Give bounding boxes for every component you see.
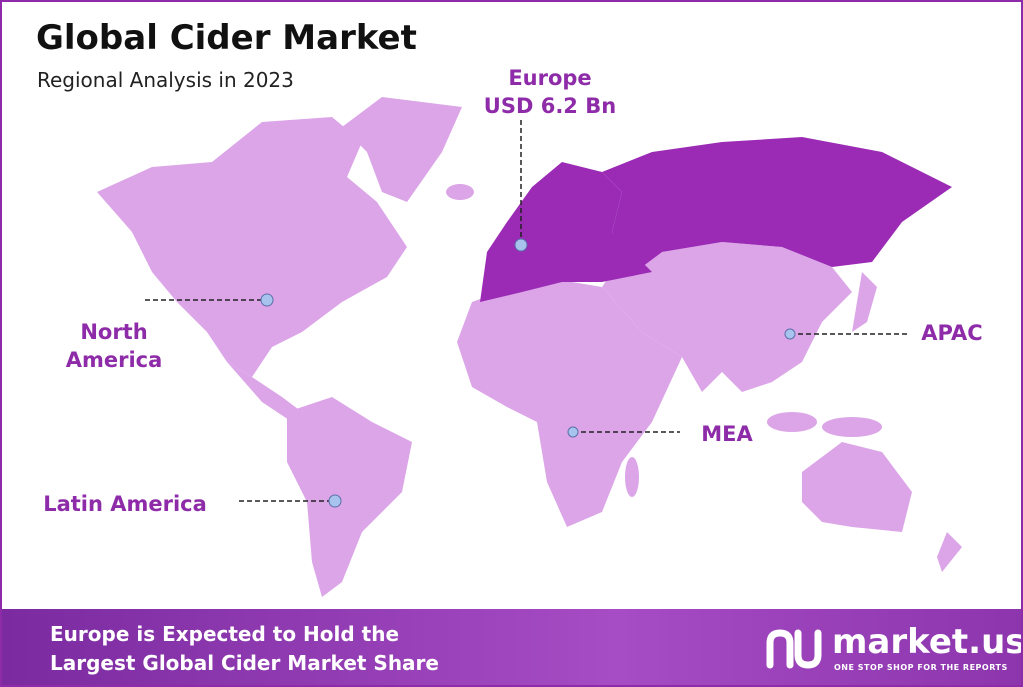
europe — [480, 162, 652, 302]
markers — [260, 238, 796, 508]
leader-lines — [145, 120, 907, 502]
region-label: Europe — [508, 66, 592, 90]
continents — [97, 97, 962, 597]
islands — [822, 417, 882, 437]
logo-text: market.us — [832, 622, 1023, 662]
islands — [767, 412, 817, 432]
logo-tagline: ONE STOP SHOP FOR THE REPORTS — [834, 663, 1008, 672]
marker — [784, 328, 796, 340]
footer-text: Europe is Expected to Hold the — [50, 622, 400, 646]
subtitle: Regional Analysis in 2023 — [37, 68, 294, 92]
south-america — [287, 397, 412, 597]
title: Global Cider Market — [36, 18, 417, 58]
region-label: APAC — [921, 321, 983, 345]
marker — [567, 426, 579, 438]
marker — [514, 238, 528, 252]
greenland — [342, 97, 462, 202]
australia — [802, 442, 912, 532]
logo-icon — [766, 629, 822, 669]
africa — [457, 277, 682, 527]
japan — [852, 272, 877, 332]
footer-banner: Europe is Expected to Hold the Largest G… — [2, 609, 1023, 685]
north-america — [97, 117, 407, 377]
madagascar — [625, 457, 639, 497]
marker — [328, 494, 342, 508]
central-america — [227, 362, 302, 422]
europe-region — [480, 137, 952, 302]
region-label: Latin America — [43, 492, 207, 516]
marker — [260, 293, 274, 307]
new-zealand — [937, 532, 962, 572]
region-label: North America — [65, 320, 163, 372]
footer-text: Largest Global Cider Market Share — [50, 651, 439, 675]
region-label: MEA — [701, 422, 753, 446]
russia — [602, 137, 952, 267]
region-value: USD 6.2 Bn — [483, 94, 617, 118]
iceland — [446, 184, 474, 200]
asia — [602, 242, 852, 392]
